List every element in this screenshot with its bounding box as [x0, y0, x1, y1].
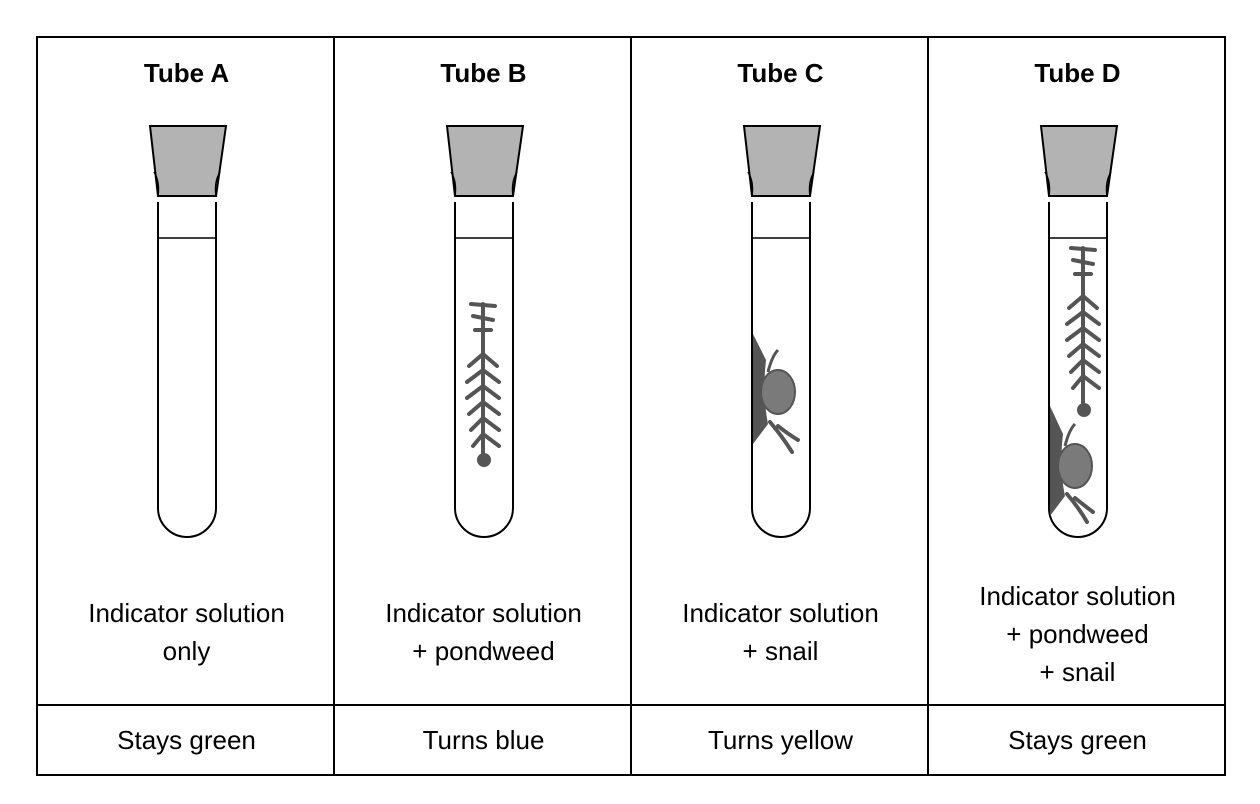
- stopper: [742, 125, 822, 197]
- snail-icon: [753, 334, 800, 454]
- tube-c-result: Turns yellow: [708, 724, 853, 755]
- description-line: + pondweed: [412, 636, 555, 666]
- tube-c-description: Indicator solution + snail: [632, 594, 929, 670]
- snail-icon: [1050, 406, 1095, 524]
- column-divider: [333, 38, 335, 774]
- tube-b-title: Tube B: [440, 58, 527, 88]
- tube-a-title: Tube A: [143, 58, 230, 88]
- pondweed-icon: [1065, 246, 1101, 417]
- stopper: [1039, 125, 1119, 197]
- tube-d-title: Tube D: [1034, 58, 1121, 88]
- stopper: [148, 125, 228, 197]
- description-line: Indicator solution: [88, 598, 285, 628]
- tube-d-result: Stays green: [1008, 724, 1147, 755]
- tube-c-title: Tube C: [737, 58, 824, 88]
- test-tube-a: [148, 125, 228, 538]
- tube-a-cell: Tube A Indicator solution only: [38, 38, 335, 704]
- tube-a-result: Stays green: [117, 724, 256, 755]
- test-tube-c: [742, 125, 822, 538]
- test-tube-d: [1039, 125, 1119, 538]
- description-line: Indicator solution: [682, 598, 879, 628]
- test-tube-b: [445, 125, 525, 538]
- description-line: Indicator solution: [979, 581, 1176, 611]
- experiment-table: Tube A Indicator solution only Tube B: [36, 36, 1226, 776]
- column-divider: [630, 38, 632, 774]
- tube-b-result: Turns blue: [422, 724, 545, 755]
- description-line: only: [162, 636, 211, 666]
- tube-a-description: Indicator solution only: [38, 594, 335, 670]
- pondweed-icon: [465, 302, 501, 467]
- tube-d-cell: Tube D: [929, 38, 1226, 704]
- description-line: Indicator solution: [385, 598, 582, 628]
- description-line: + pondweed: [1006, 619, 1149, 649]
- description-line: + snail: [742, 636, 819, 666]
- stopper: [445, 125, 525, 197]
- tube-c-cell: Tube C Indicator solution + snail: [632, 38, 929, 704]
- description-line: + snail: [1039, 657, 1116, 687]
- tube-b-cell: Tube B Indicator solution + pondweed: [335, 38, 632, 704]
- column-divider: [927, 38, 929, 774]
- tube-b-description: Indicator solution + pondweed: [335, 594, 632, 670]
- row-divider: [38, 704, 1224, 706]
- tube-d-description: Indicator solution + pondweed + snail: [929, 577, 1226, 691]
